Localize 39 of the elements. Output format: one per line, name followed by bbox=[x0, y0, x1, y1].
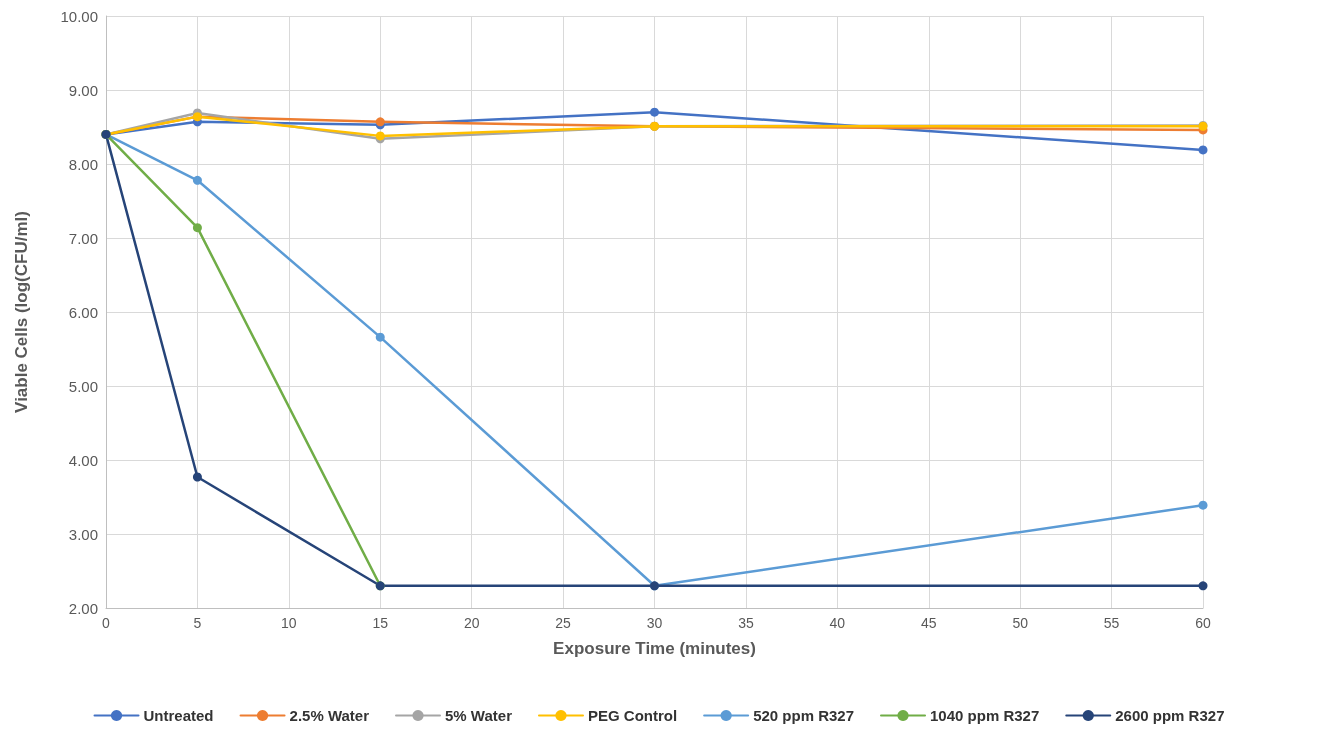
legend-label: 2600 ppm R327 bbox=[1115, 707, 1225, 724]
legend-label: Untreated bbox=[143, 707, 214, 724]
y-tick-label: 10.00 bbox=[60, 7, 98, 25]
x-tick-label: 20 bbox=[463, 615, 480, 631]
legend-label: 520 ppm R327 bbox=[753, 707, 855, 724]
legend-label: 5% Water bbox=[445, 707, 513, 724]
y-tick-label: 7.00 bbox=[68, 229, 98, 247]
legend-label: PEG Control bbox=[587, 707, 678, 724]
x-tick-label: 60 bbox=[1195, 615, 1211, 631]
point bbox=[1198, 581, 1208, 591]
x-tick-label: 35 bbox=[738, 615, 754, 631]
point bbox=[650, 107, 659, 117]
point bbox=[375, 332, 385, 342]
x-axis-title: Exposure Time (minutes) bbox=[553, 639, 756, 658]
legend-label: 1040 ppm R327 bbox=[930, 707, 1040, 724]
point bbox=[192, 223, 202, 233]
point bbox=[1198, 145, 1208, 155]
y-tick-label: 5.00 bbox=[68, 377, 98, 395]
x-tick-label: 25 bbox=[555, 615, 572, 631]
x-tick-label: 55 bbox=[1103, 615, 1120, 631]
point bbox=[192, 472, 202, 482]
x-tick-label: 15 bbox=[372, 615, 389, 631]
x-tick-label: 0 bbox=[102, 615, 111, 631]
y-tick-label: 3.00 bbox=[68, 525, 98, 543]
y-tick-label: 8.00 bbox=[68, 155, 98, 173]
y-tick-label: 2.00 bbox=[68, 599, 98, 617]
y-tick-label: 4.00 bbox=[68, 451, 98, 469]
x-tick-label: 30 bbox=[646, 615, 663, 631]
y-axis-title: Viable Cells (log(CFU/ml) bbox=[12, 211, 31, 413]
legend-label: 2.5% Water bbox=[289, 707, 370, 724]
point bbox=[1198, 500, 1208, 510]
x-tick-label: 50 bbox=[1012, 615, 1029, 631]
x-tick-label: 10 bbox=[281, 615, 297, 631]
x-tick-label: 45 bbox=[920, 615, 937, 631]
point bbox=[192, 175, 202, 185]
x-tick-label: 5 bbox=[193, 615, 202, 631]
y-tick-label: 6.00 bbox=[68, 303, 98, 321]
x-tick-label: 40 bbox=[829, 615, 846, 631]
y-tick-label: 9.00 bbox=[68, 81, 98, 99]
